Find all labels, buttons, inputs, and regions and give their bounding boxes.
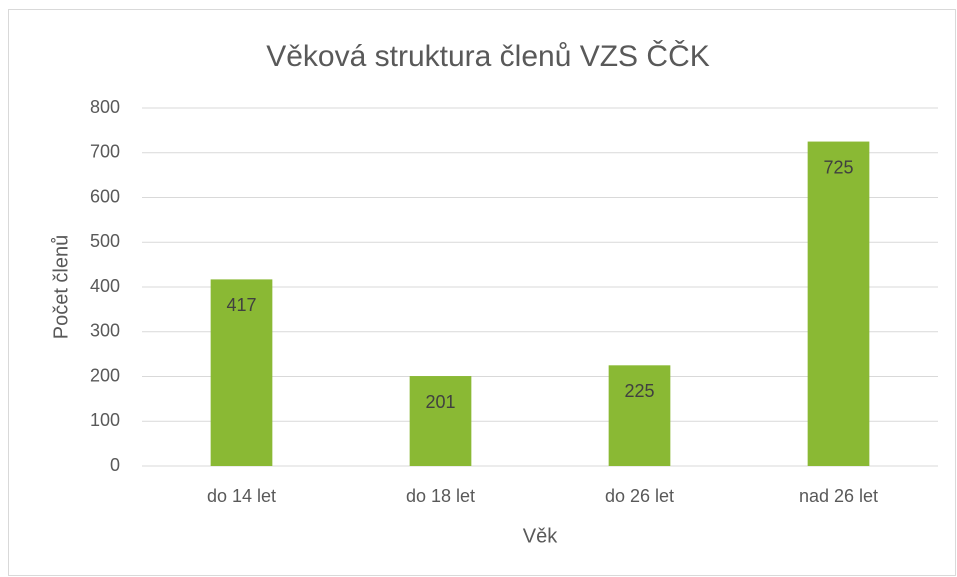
- y-tick-label: 300: [90, 321, 120, 341]
- bar: [409, 376, 472, 466]
- data-label: 725: [823, 157, 853, 177]
- y-tick-label: 0: [110, 455, 120, 475]
- x-tick-label: nad 26 let: [799, 486, 878, 506]
- x-tick-label: do 26 let: [605, 486, 674, 506]
- bar: [210, 279, 273, 466]
- bar: [608, 365, 671, 466]
- x-axis-label: Věk: [523, 525, 558, 547]
- y-tick-label: 500: [90, 231, 120, 251]
- chart-title: Věková struktura členů VZS ČČK: [266, 39, 710, 73]
- x-tick-label: do 18 let: [406, 486, 475, 506]
- data-label: 417: [226, 295, 256, 315]
- bar: [807, 141, 870, 466]
- y-tick-label: 700: [90, 142, 120, 162]
- y-tick-label: 400: [90, 276, 120, 296]
- y-tick-label: 600: [90, 186, 120, 206]
- data-label: 201: [425, 392, 455, 412]
- y-tick-label: 100: [90, 410, 120, 430]
- y-tick-label: 200: [90, 365, 120, 385]
- chart-border: [8, 9, 956, 576]
- x-tick-label: do 14 let: [207, 486, 276, 506]
- y-axis-label: Počet členů: [50, 235, 72, 340]
- data-label: 225: [624, 381, 654, 401]
- y-tick-label: 800: [90, 97, 120, 117]
